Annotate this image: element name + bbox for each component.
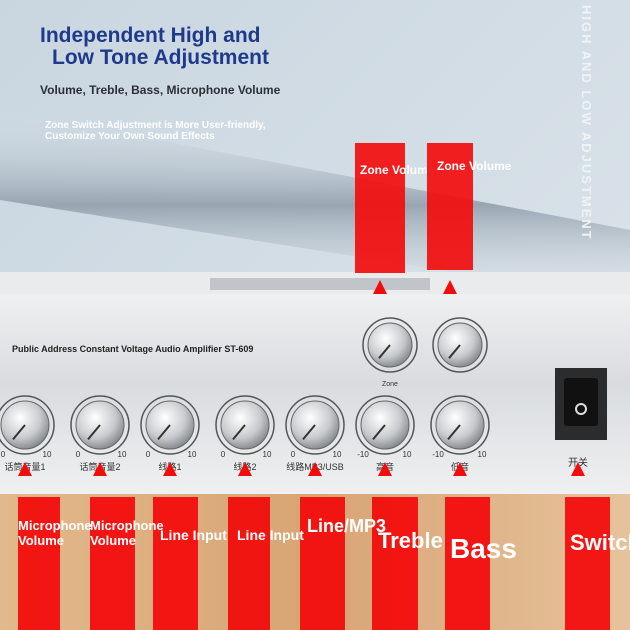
knob-ring [70,395,130,455]
callout-label: Microphone [18,518,92,533]
arrow [453,462,467,476]
scale-max: 10 [403,450,412,459]
knob-pointer [448,344,461,359]
red-stripe [372,497,418,630]
description: Customize Your Own Sound Effects [45,131,215,142]
arrow [18,462,32,476]
red-stripe [18,497,60,630]
knob-pointer [157,424,171,441]
knob-ring [362,317,418,373]
knob-ring [432,317,488,373]
knob-pointer [12,424,26,441]
knob-ring [430,395,490,455]
arrow [163,462,177,476]
red-stripe [153,497,198,630]
arrow [373,280,387,294]
red-stripe [355,143,405,273]
knob-ring [355,395,415,455]
description: Zone Switch Adjustment is More User-frie… [45,120,266,131]
model-label: Public Address Constant Voltage Audio Am… [12,344,253,354]
switch-icon [575,403,587,415]
scale-max: 10 [43,450,52,459]
scale-max: 10 [118,450,127,459]
knob-pointer [87,424,101,441]
callout-label: Microphone [90,518,164,533]
callout-label: Line/MP3 [307,516,386,536]
knob-ring [0,395,55,455]
callout-label: Volume [18,533,64,548]
scale-max: 10 [263,450,272,459]
knob-pointer [378,344,391,359]
red-stripe [445,497,490,630]
scale-min: 0 [221,450,226,459]
scale-max: 10 [478,450,487,459]
vent [210,278,430,290]
side-text: HIGH AND LOW ADJUSTMENT [579,5,594,241]
red-stripe [90,497,135,630]
callout-label: Line Input [160,527,227,543]
knob-pointer [447,424,461,441]
zone-callout: Zone Volume [360,163,435,177]
arrow [443,280,457,294]
knob-ring [140,395,200,455]
scale-min: 0 [291,450,296,459]
knob-ring [215,395,275,455]
scale-min: -10 [432,450,444,459]
callout-label: Switch [570,530,630,555]
callout-label: Volume [90,533,136,548]
arrow [571,462,585,476]
amplifier-panel [0,272,630,494]
callout-label: Treble [378,528,443,553]
arrow [378,462,392,476]
scale-max: 10 [188,450,197,459]
knob-ring [285,395,345,455]
arrow [238,462,252,476]
scale-min: -10 [357,450,369,459]
subtitle: Volume, Treble, Bass, Microphone Volume [40,83,281,97]
knob-pointer [372,424,386,441]
title: Low Tone Adjustment [52,46,269,69]
red-stripe [565,497,610,630]
arrow [93,462,107,476]
zone-caption: Zone [382,381,398,388]
switch [564,378,598,426]
scale-min: 0 [76,450,81,459]
callout-label: Bass [450,533,517,564]
red-stripe [300,497,345,630]
knob-pointer [232,424,246,441]
scale-min: 0 [146,450,151,459]
zone-callout: Zone Volume [437,159,512,173]
scale-max: 10 [333,450,342,459]
scale-min: 0 [1,450,6,459]
arrow [308,462,322,476]
title: Independent High and [40,24,261,47]
red-stripe [228,497,270,630]
red-stripe [427,143,473,270]
callout-label: Line Input [237,527,304,543]
knob-pointer [302,424,316,441]
